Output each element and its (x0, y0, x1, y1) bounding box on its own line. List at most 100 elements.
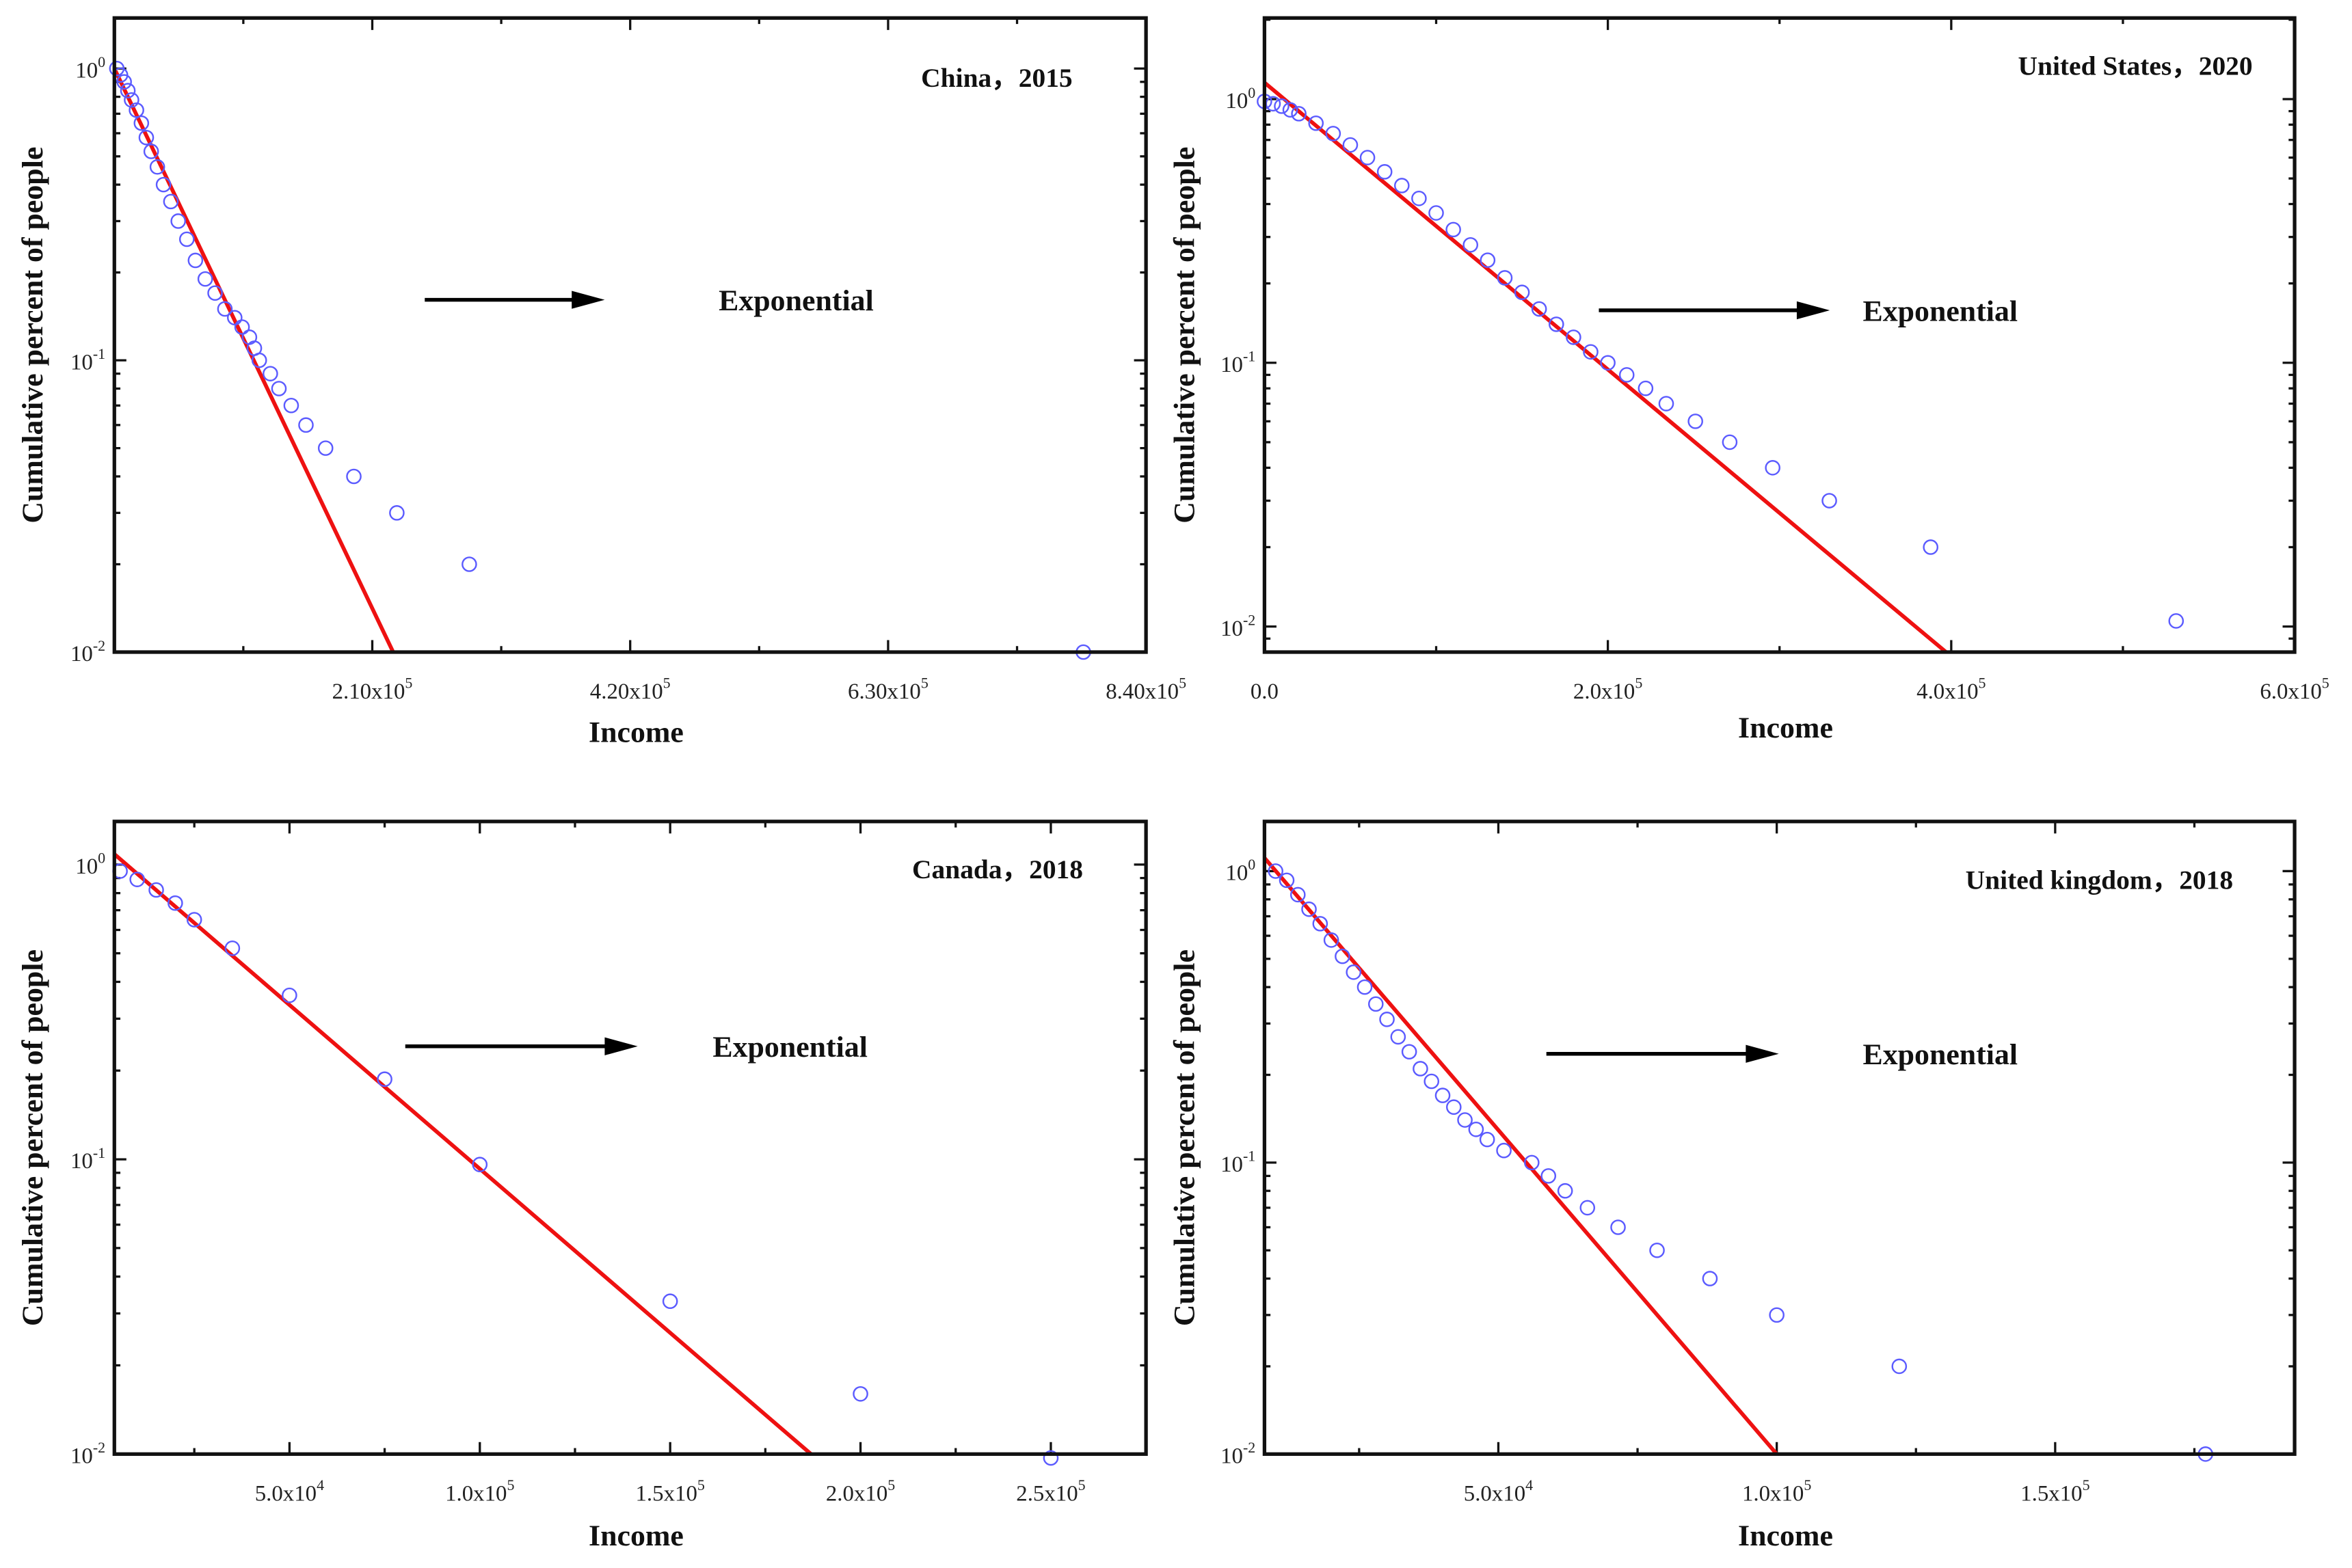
data-point (155, 176, 172, 193)
arrow-head-icon (604, 1037, 638, 1055)
data-point (1649, 1242, 1665, 1258)
data-point (1413, 1061, 1428, 1077)
x-tick-label: 2.0x105 (826, 1476, 895, 1506)
x-tick-label: 1.0x105 (1742, 1476, 1811, 1506)
data-point (1393, 178, 1410, 193)
y-tick-label: 100 (75, 850, 105, 879)
data-point (207, 285, 223, 301)
data-point (1445, 221, 1461, 238)
data-point (178, 231, 195, 247)
data-point (1312, 916, 1328, 932)
data-point (234, 319, 250, 335)
data-point (186, 912, 202, 928)
tick-label-base: 6.30x10 (848, 679, 921, 704)
data-point (2168, 613, 2184, 629)
y-tick-label: 10-2 (70, 1439, 105, 1468)
tick-label-exponent: -1 (93, 345, 105, 362)
tick-label-base: 10 (1220, 617, 1243, 641)
data-point (377, 1071, 392, 1087)
x-tick-label: 8.40x105 (1106, 675, 1186, 704)
y-tick-label: 100 (75, 53, 105, 83)
data-point (1557, 1182, 1573, 1199)
tick-label-exponent: 5 (405, 675, 412, 692)
tick-label-exponent: -2 (1243, 611, 1255, 628)
y-axis-label: Cumulative percent of people (1168, 949, 1201, 1326)
tick-label-base: 2.10x10 (332, 679, 405, 704)
exponential-fit-line (114, 852, 813, 1455)
tick-label-exponent: 5 (1179, 675, 1186, 692)
data-point (1282, 102, 1298, 118)
data-point (124, 92, 139, 108)
tick-label-exponent: 5 (663, 675, 671, 692)
y-tick-label: 10-1 (70, 345, 105, 375)
data-point (1531, 301, 1547, 317)
data-point (1923, 539, 1939, 555)
data-point (148, 882, 164, 898)
data-point (1496, 1142, 1512, 1159)
data-point (1289, 887, 1306, 903)
annotation-label: Exponential (1862, 1038, 2018, 1071)
data-point (197, 271, 213, 287)
tick-label-base: 4.0x10 (1916, 679, 1978, 704)
y-axis-label: Cumulative percent of people (16, 147, 49, 524)
tick-label-exponent: -1 (1243, 1148, 1255, 1165)
data-point (149, 159, 165, 175)
x-tick-label: 1.5x105 (2020, 1476, 2089, 1506)
data-point (163, 193, 179, 210)
tick-label-exponent: 0 (1248, 856, 1255, 873)
data-point (133, 115, 150, 131)
tick-label-base: 2.5x10 (1016, 1481, 1078, 1506)
data-point (1367, 996, 1384, 1012)
chart-panel-1: 2.10x105 4.20x105 6.30x105 8.40x10510010-11… (16, 16, 1186, 749)
tick-label-base: 5.0x10 (255, 1481, 317, 1506)
tick-label-exponent: -1 (93, 1144, 105, 1161)
data-point (138, 129, 155, 146)
x-tick-label: 4.20x105 (590, 675, 671, 704)
annotation-label: Exponential (719, 284, 874, 317)
tick-label-exponent: 0 (1248, 84, 1255, 101)
data-point (1411, 191, 1427, 206)
data-point (1480, 252, 1496, 268)
tick-label-base: 2.0x10 (1573, 679, 1635, 704)
data-point (1583, 344, 1599, 360)
data-point (168, 895, 183, 911)
data-point (282, 987, 297, 1003)
data-point (1524, 1154, 1540, 1171)
tick-label-exponent: 4 (1525, 1476, 1533, 1493)
tick-label-base: 10 (1225, 89, 1248, 113)
data-point (251, 352, 267, 368)
x-tick-label: 2.5x105 (1016, 1476, 1085, 1506)
data-point (1600, 355, 1616, 371)
tick-label-base: 0.0 (1251, 679, 1279, 704)
data-point (116, 74, 132, 90)
chart-panel-3: 5.0x104 1.0x105 1.5x105 2.0x105 2.5x10510010… (16, 820, 1148, 1552)
tick-label-exponent: -2 (1243, 1439, 1255, 1456)
x-tick-label: 1.5x105 (635, 1476, 704, 1506)
tick-label-base: 2.0x10 (826, 1481, 887, 1506)
tick-label-base: 10 (70, 350, 93, 375)
arrow-head-icon (1796, 301, 1830, 320)
tick-label-exponent: 5 (921, 675, 928, 692)
fit-layer (1264, 856, 1778, 1455)
x-axis-label: Income (1738, 712, 1833, 744)
data-point (1765, 460, 1780, 476)
data-point (1821, 493, 1837, 509)
data-point (1514, 284, 1530, 300)
data-point (1274, 98, 1289, 114)
exponential-fit-line (1264, 81, 1948, 653)
data-point (1359, 150, 1376, 165)
data-point (1610, 1219, 1626, 1235)
tick-label-base: 1.0x10 (1742, 1481, 1804, 1506)
exponential-fit-line (1264, 856, 1778, 1455)
x-tick-label: 2.0x105 (1573, 675, 1642, 704)
data-point (143, 144, 159, 159)
y-axis-label: Cumulative percent of people (16, 949, 49, 1326)
arrow-head-icon (1746, 1044, 1779, 1063)
data-point (1658, 396, 1674, 411)
data-point (1424, 1073, 1440, 1090)
tick-label-base: 1.5x10 (2020, 1481, 2082, 1506)
annotation-label: Exponential (1862, 295, 2018, 327)
plot-frame (112, 820, 1148, 1456)
